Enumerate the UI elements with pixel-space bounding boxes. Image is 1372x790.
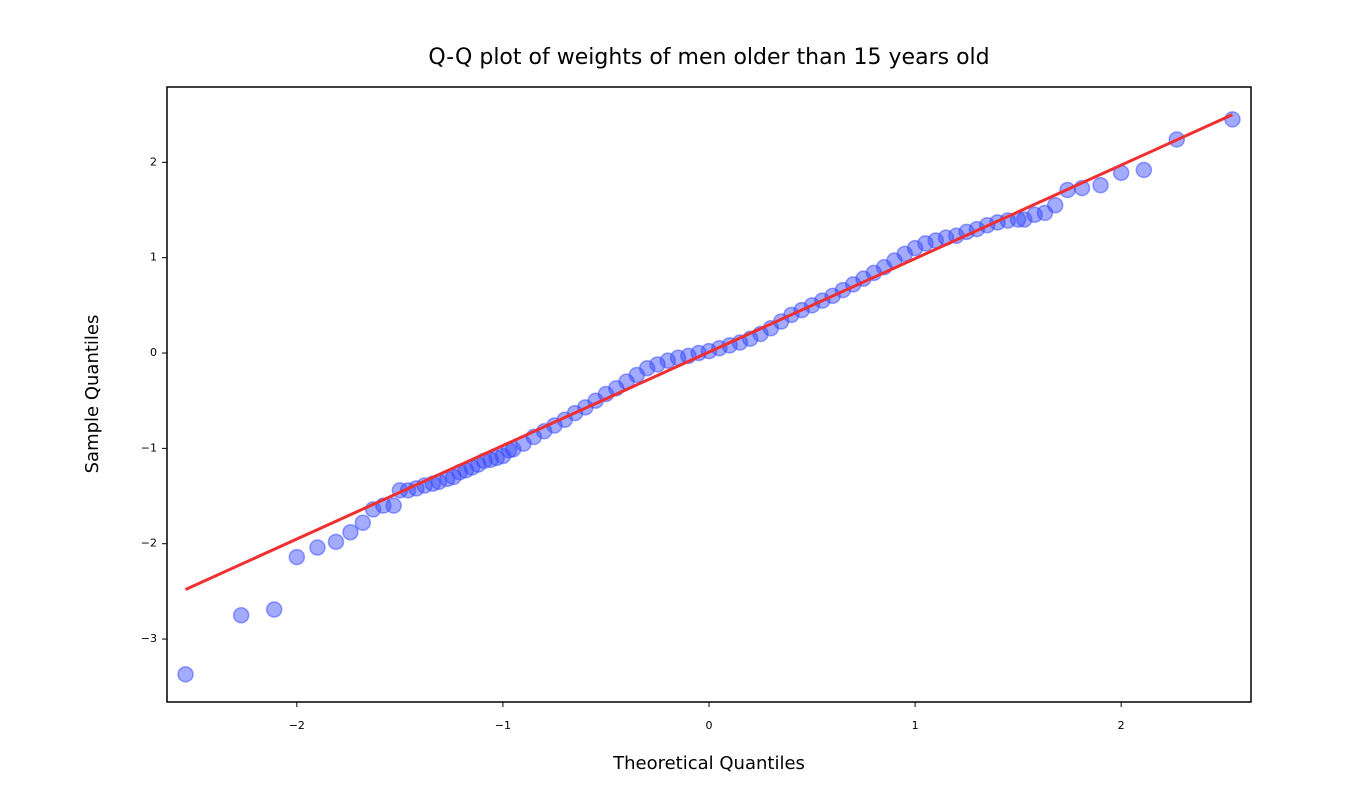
y-tick-label: 2 (150, 155, 157, 168)
y-tick-label: −1 (141, 441, 157, 454)
y-tick-label: 1 (150, 251, 157, 264)
x-tick-label: −2 (289, 719, 305, 732)
y-tick-label: 0 (150, 346, 157, 359)
point (917, 235, 934, 252)
y-tick-label: −2 (141, 537, 157, 550)
point (288, 548, 306, 566)
point (1135, 161, 1153, 179)
point (1016, 211, 1033, 228)
point (232, 606, 250, 624)
fit-line (184, 113, 1234, 591)
point (638, 360, 656, 377)
point (649, 356, 666, 373)
point (327, 533, 345, 551)
chart-title: Q-Q plot of weights of men older than 15… (428, 45, 989, 70)
y-axis-label: Sample Quantiles (82, 315, 103, 474)
point (309, 539, 326, 556)
point (906, 239, 924, 257)
point (354, 514, 372, 531)
x-tick-label: 2 (1118, 719, 1125, 732)
point (659, 352, 677, 369)
y-tick-label: −3 (141, 632, 157, 645)
point (1224, 111, 1241, 128)
point (1046, 196, 1064, 214)
x-tick-label: 0 (706, 719, 713, 732)
plot-frame (166, 86, 1252, 703)
x-tick-label: −1 (495, 719, 511, 732)
point (177, 666, 194, 683)
x-tick-label: 1 (912, 719, 919, 732)
point (488, 449, 505, 467)
x-axis-label: Theoretical Quantiles (612, 753, 805, 774)
point (385, 497, 402, 514)
point (342, 524, 359, 541)
point (265, 601, 283, 618)
point (1092, 176, 1109, 194)
